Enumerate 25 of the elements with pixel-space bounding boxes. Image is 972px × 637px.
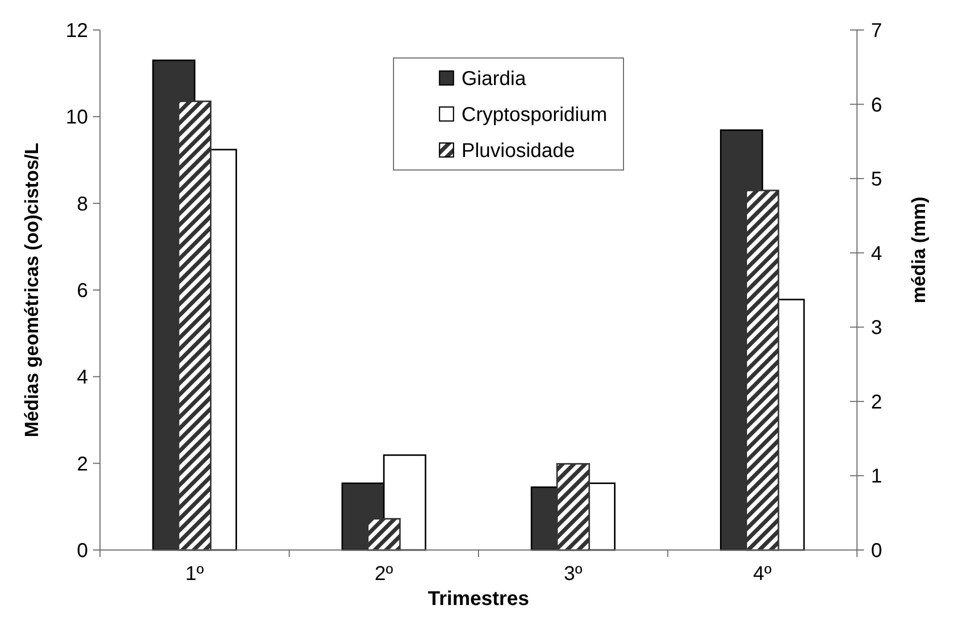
y2-tick-label: 3 bbox=[871, 317, 882, 340]
x-axis-title: Trimestres bbox=[428, 588, 530, 610]
y-tick-label: 2 bbox=[76, 453, 88, 476]
x-tick-label: 2º bbox=[374, 563, 394, 585]
y-tick-label: 10 bbox=[66, 106, 88, 129]
y2-tick-label: 6 bbox=[871, 94, 882, 116]
y2-tick-label: 2 bbox=[871, 391, 882, 414]
y-tick-label: 0 bbox=[76, 540, 88, 562]
y2-tick-label: 5 bbox=[871, 168, 882, 191]
y-tick-label: 8 bbox=[76, 193, 88, 216]
legend-label: Giardia bbox=[462, 68, 527, 90]
y2-tick-label: 4 bbox=[871, 242, 882, 265]
y2-tick-label: 0 bbox=[871, 540, 882, 562]
x-tick-label: 4º bbox=[753, 563, 772, 585]
x-tick-label: 3º bbox=[564, 563, 584, 585]
y-axis-title: Médias geométricas (oo)cistos/L bbox=[22, 142, 43, 438]
y-tick-label: 6 bbox=[76, 280, 88, 302]
y2-tick-label: 1 bbox=[871, 466, 882, 488]
y2-axis-title: média (mm) bbox=[909, 196, 930, 304]
legend-label: Cryptosporidium bbox=[462, 104, 608, 126]
legend-label: Pluviosidade bbox=[462, 140, 575, 162]
y2-tick-label: 7 bbox=[871, 20, 882, 42]
y-tick-label: 4 bbox=[76, 366, 88, 389]
y-tick-label: 12 bbox=[66, 20, 88, 42]
x-tick-label: 1º bbox=[185, 563, 205, 585]
